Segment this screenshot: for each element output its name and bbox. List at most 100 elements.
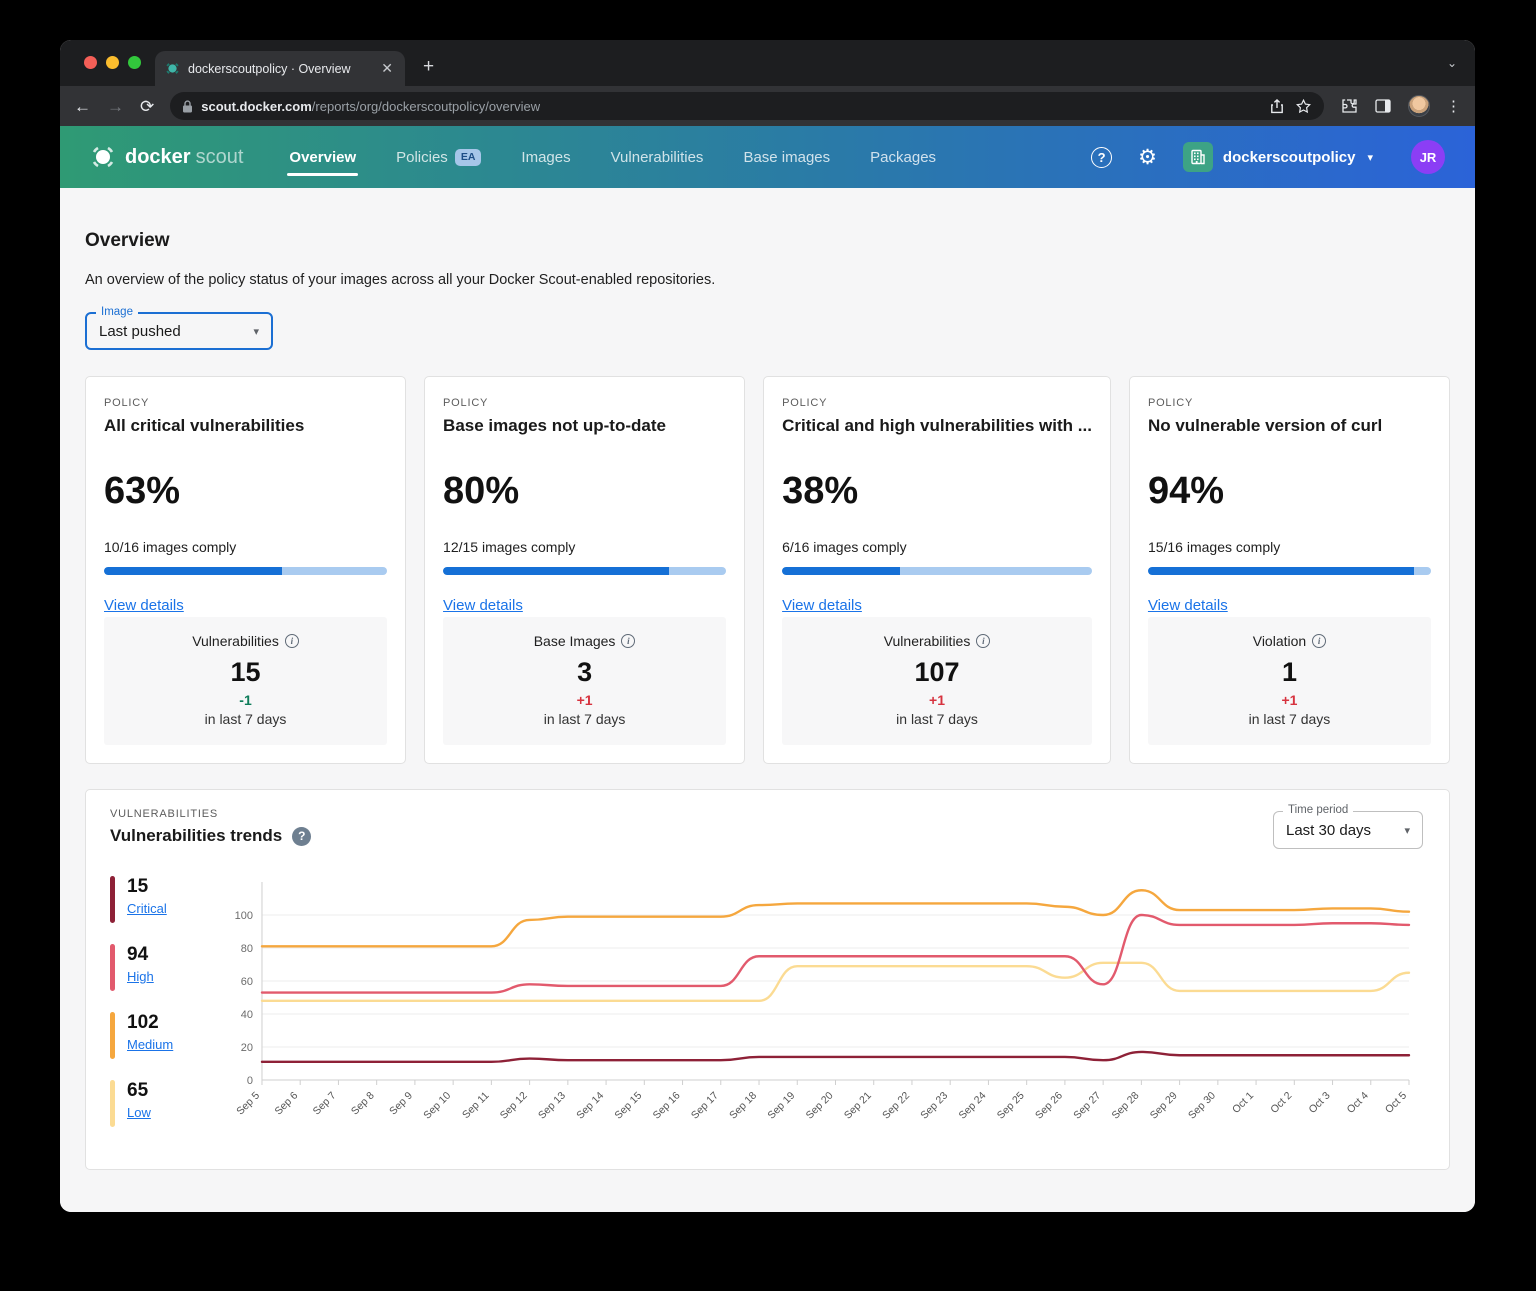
user-avatar[interactable]: JR (1411, 140, 1445, 174)
image-filter-label: Image (96, 306, 138, 318)
browser-tab[interactable]: dockerscoutpolicy · Overview ✕ (155, 51, 405, 86)
nav-item-vulnerabilities[interactable]: Vulnerabilities (610, 148, 704, 166)
policy-card-curl: POLICY No vulnerable version of curl 94%… (1128, 376, 1450, 764)
time-period-label: Time period (1283, 804, 1354, 816)
maximize-window-button[interactable] (128, 56, 141, 69)
legend-link-low[interactable]: Low (127, 1105, 151, 1120)
stat-delta: +1 (929, 692, 945, 708)
nav-item-images[interactable]: Images (521, 148, 571, 166)
side-panel-icon[interactable] (1374, 97, 1392, 115)
compliance-text: 15/16 images comply (1147, 539, 1281, 555)
bookmark-star-icon[interactable] (1294, 97, 1312, 115)
docker-scout-favicon (166, 63, 179, 74)
stat-delta: +1 (1281, 692, 1298, 708)
chart-area: 0 20 40 60 80 100 Sep 5 Sep 6 Sep 7 Sep 8 Sep 9 Sep… (222, 868, 1425, 1140)
new-tab-button[interactable]: + (423, 56, 435, 77)
address-bar[interactable]: scout.docker.com/reports/org/dockerscout… (170, 92, 1324, 120)
svg-text:Sep 7: Sep 7 (311, 1090, 338, 1117)
share-icon[interactable] (1268, 97, 1286, 115)
reload-button[interactable]: ⟳ (140, 96, 155, 116)
page-title: Overview (85, 230, 170, 251)
compliance-progress-bar (782, 567, 1092, 575)
legend-link-medium[interactable]: Medium (127, 1037, 174, 1052)
card-category: POLICY (782, 397, 828, 409)
svg-text:Sep 16: Sep 16 (651, 1090, 682, 1121)
close-window-button[interactable] (84, 56, 97, 69)
time-period-select[interactable]: Time period Last 30 days ▾ (1273, 804, 1423, 849)
info-icon[interactable]: i (284, 634, 299, 648)
help-icon[interactable]: ? (1091, 146, 1113, 168)
policy-card-base-images: POLICY Base images not up-to-date 80% 12… (424, 376, 746, 764)
browser-profile-avatar[interactable] (1408, 95, 1430, 117)
svg-text:Sep 17: Sep 17 (690, 1090, 721, 1121)
navbar-right: ? ⚙ dockerscoutpolicy ▾ JR (1091, 140, 1445, 174)
tab-close-icon[interactable]: ✕ (381, 60, 393, 76)
org-selector[interactable]: dockerscoutpolicy ▾ (1182, 142, 1373, 172)
stat-label: Violation i (1158, 633, 1421, 649)
svg-text:Oct 1: Oct 1 (1231, 1090, 1257, 1116)
info-icon[interactable]: i (1312, 634, 1327, 648)
view-details-link[interactable]: View details (443, 597, 523, 614)
tab-search-chevron-icon[interactable]: ⌄ (1446, 56, 1457, 70)
forward-button[interactable]: → (107, 96, 124, 116)
legend-item-high: 94 High (110, 944, 222, 991)
compliance-text: 12/15 images comply (443, 539, 576, 555)
docker-scout-logo[interactable]: docker scout (90, 144, 243, 170)
svg-text:Sep 11: Sep 11 (461, 1090, 492, 1121)
card-title: All critical vulnerabilities (104, 416, 305, 435)
legend-color-bar (110, 944, 115, 991)
nav-item-base-images[interactable]: Base images (743, 148, 831, 166)
view-details-link[interactable]: View details (104, 597, 184, 614)
legend-color-bar (110, 1012, 115, 1059)
stat-label: Vulnerabilities i (114, 633, 377, 649)
svg-text:Sep 9: Sep 9 (388, 1090, 415, 1117)
legend-count: 102 (127, 1012, 159, 1033)
compliance-percent: 63% (104, 470, 181, 512)
compliance-progress-bar (1147, 567, 1431, 575)
svg-text:Sep 30: Sep 30 (1187, 1090, 1218, 1121)
svg-text:100: 100 (235, 910, 253, 922)
nav-item-packages[interactable]: Packages (870, 148, 937, 166)
url-domain: scout.docker.com (201, 98, 312, 114)
image-filter-select[interactable]: Image Last pushed ▾ (85, 306, 273, 350)
stat-box: Vulnerabilities i 107 +1 in last 7 days (782, 617, 1092, 745)
compliance-progress-bar (104, 567, 388, 575)
stat-box: Vulnerabilities i 15 -1 in last 7 days (104, 617, 388, 745)
extensions-puzzle-icon[interactable] (1340, 97, 1358, 115)
stat-label: Base Images i (453, 633, 716, 649)
svg-text:Sep 14: Sep 14 (575, 1090, 606, 1121)
settings-gear-icon[interactable]: ⚙ (1138, 145, 1157, 169)
svg-text:Sep 19: Sep 19 (766, 1090, 797, 1121)
legend-link-high[interactable]: High (127, 969, 154, 984)
nav-item-policies[interactable]: Policies EA (394, 129, 483, 186)
trends-title: Vulnerabilities trends (110, 826, 283, 845)
svg-text:Oct 5: Oct 5 (1384, 1090, 1410, 1116)
svg-text:Sep 24: Sep 24 (957, 1090, 988, 1121)
svg-text:Sep 6: Sep 6 (273, 1090, 300, 1117)
page-content: Overview An overview of the policy statu… (60, 188, 1475, 1212)
organization-icon (1182, 142, 1213, 172)
legend-link-critical[interactable]: Critical (127, 901, 167, 916)
compliance-text: 6/16 images comply (782, 539, 907, 555)
back-button[interactable]: ← (74, 96, 91, 116)
view-details-link[interactable]: View details (782, 597, 862, 614)
browser-menu-icon[interactable]: ⋮ (1446, 98, 1461, 115)
stat-value: 1 (1281, 657, 1297, 687)
info-icon[interactable]: i (976, 634, 991, 648)
chevron-down-icon: ▾ (253, 325, 259, 338)
compliance-percent: 38% (782, 470, 859, 512)
chevron-down-icon: ▾ (1404, 824, 1410, 837)
url-path: /reports/org/dockerscoutpolicy/overview (311, 98, 541, 114)
stat-period: in last 7 days (1248, 711, 1331, 727)
view-details-link[interactable]: View details (1147, 597, 1228, 614)
nav-item-overview[interactable]: Overview (287, 129, 358, 186)
legend-count: 15 (127, 876, 149, 897)
stat-delta: +1 (576, 692, 593, 708)
trends-help-icon[interactable]: ? (292, 826, 312, 846)
stat-box: Violation i 1 +1 in last 7 days (1147, 617, 1431, 745)
info-icon[interactable]: i (621, 634, 636, 648)
time-period-value: Last 30 days (1286, 821, 1372, 839)
minimize-window-button[interactable] (106, 56, 119, 69)
legend-item-medium: 102 Medium (110, 1012, 222, 1059)
svg-text:Oct 3: Oct 3 (1307, 1090, 1333, 1116)
